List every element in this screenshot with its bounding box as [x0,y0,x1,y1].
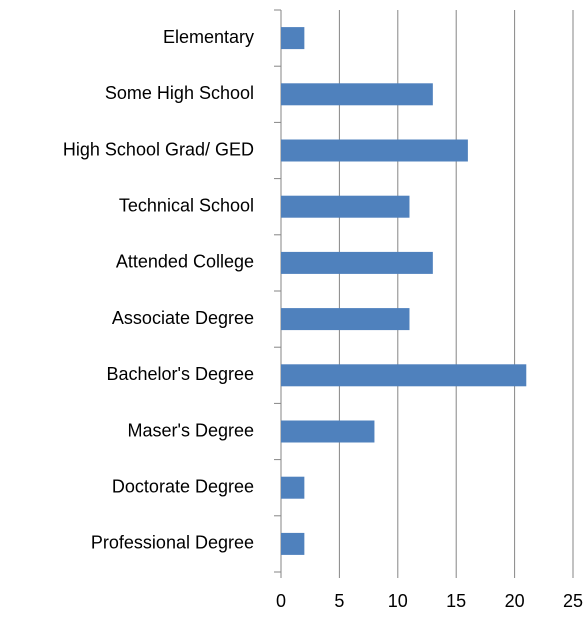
y-tick-label: Bachelor's Degree [106,364,254,384]
y-tick-label: Elementary [163,27,254,47]
x-tick-label: 20 [505,591,525,611]
y-tick-label: Professional Degree [91,533,254,553]
bar [281,476,305,499]
bar [281,83,433,106]
x-tick-label: 10 [388,591,408,611]
bar [281,251,433,274]
y-tick-label: Associate Degree [112,308,254,328]
bar [281,27,305,50]
bar [281,308,410,331]
y-tick-label: Some High School [105,83,254,103]
y-tick-label: High School Grad/ GED [63,139,254,159]
bar [281,195,410,218]
y-tick-label: Doctorate Degree [112,476,254,496]
bar [281,532,305,555]
y-tick-label: Technical School [119,195,254,215]
bar [281,139,468,162]
x-tick-label: 5 [334,591,344,611]
x-tick-label: 25 [563,591,583,611]
x-tick-label: 0 [276,591,286,611]
x-tick-label: 15 [446,591,466,611]
y-tick-label: Maser's Degree [128,420,254,440]
bar [281,364,527,387]
bar [281,420,375,443]
y-tick-label: Attended College [116,252,254,272]
